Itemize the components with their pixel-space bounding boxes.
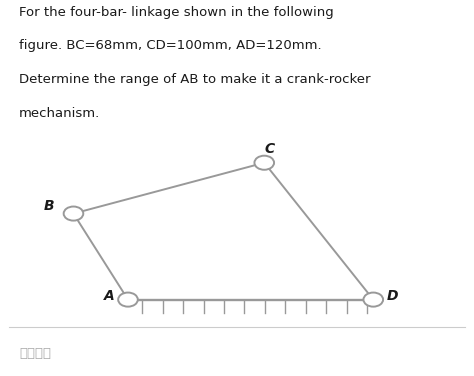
Text: B: B	[44, 199, 54, 213]
Text: mechanism.: mechanism.	[19, 107, 100, 120]
Circle shape	[64, 206, 83, 221]
Text: Determine the range of AB to make it a crank-rocker: Determine the range of AB to make it a c…	[19, 73, 371, 86]
Text: A: A	[103, 289, 114, 303]
Text: C: C	[264, 142, 275, 156]
Text: For the four-bar- linkage shown in the following: For the four-bar- linkage shown in the f…	[19, 6, 334, 19]
Circle shape	[364, 293, 383, 307]
Circle shape	[255, 156, 274, 170]
Text: D: D	[387, 289, 398, 303]
Circle shape	[118, 293, 138, 307]
Text: 输入答案: 输入答案	[19, 347, 51, 360]
Text: figure. BC=68mm, CD=100mm, AD=120mm.: figure. BC=68mm, CD=100mm, AD=120mm.	[19, 39, 321, 53]
